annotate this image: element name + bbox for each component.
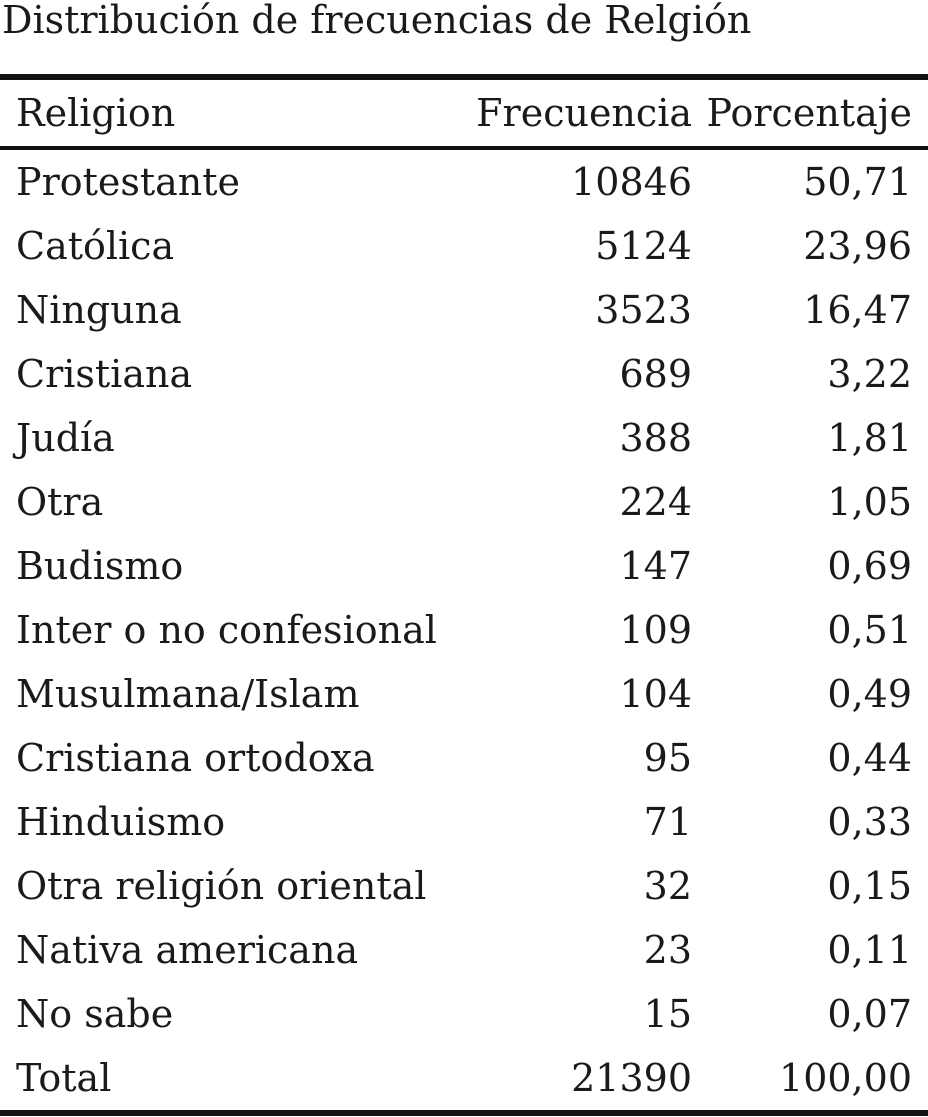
column-header-percent: Porcentaje [706, 91, 912, 135]
percent-cell: 0,51 [827, 608, 912, 652]
percent-cell: 23,96 [803, 224, 912, 268]
table-row: Budismo 147 0,69 [0, 534, 928, 598]
column-header-religion: Religion [16, 91, 176, 135]
frequency-cell: 21390 [571, 1056, 692, 1100]
table-row: Judía 388 1,81 [0, 406, 928, 470]
religion-cell: Budismo [16, 544, 184, 588]
percent-cell: 3,22 [827, 352, 912, 396]
table-header: Religion Frecuencia Porcentaje [0, 77, 928, 148]
table-row: Otra religión oriental 32 0,15 [0, 854, 928, 918]
percent-cell: 0,07 [827, 992, 912, 1036]
total-row: Total 21390 100,00 [0, 1046, 928, 1113]
religion-cell: Musulmana/Islam [16, 672, 360, 716]
religion-cell: Cristiana [16, 352, 193, 396]
frequency-cell: 147 [619, 544, 692, 588]
religion-cell: Otra religión oriental [16, 864, 427, 908]
religion-cell: Otra [16, 480, 104, 524]
table-title: Distribución de frecuencias de Relgión [2, 0, 752, 42]
percent-cell: 100,00 [779, 1056, 912, 1100]
religion-cell: No sabe [16, 992, 174, 1036]
table-row: Protestante 10846 50,71 [0, 148, 928, 214]
frequency-cell: 3523 [595, 288, 692, 332]
frequency-cell: 15 [643, 992, 692, 1036]
table-row: No sabe 15 0,07 [0, 982, 928, 1046]
table-row: Inter o no confesional 109 0,51 [0, 598, 928, 662]
table-row: Ninguna 3523 16,47 [0, 278, 928, 342]
table-row: Otra 224 1,05 [0, 470, 928, 534]
percent-cell: 0,15 [827, 864, 912, 908]
frequency-cell: 5124 [595, 224, 692, 268]
table-body: Protestante 10846 50,71 Católica 5124 23,96 Ni… [0, 148, 928, 1113]
frequency-cell: 71 [643, 800, 692, 844]
frequency-cell: 10846 [571, 160, 692, 204]
percent-cell: 50,71 [803, 160, 912, 204]
percent-cell: 1,05 [827, 480, 912, 524]
frequency-cell: 388 [619, 416, 692, 460]
percent-cell: 0,44 [827, 736, 912, 780]
table-row: Cristiana 689 3,22 [0, 342, 928, 406]
percent-cell: 1,81 [827, 416, 912, 460]
religion-cell: Nativa americana [16, 928, 359, 972]
percent-cell: 0,33 [827, 800, 912, 844]
religion-cell: Judía [16, 416, 115, 460]
percent-cell: 0,49 [827, 672, 912, 716]
frequency-cell: 23 [643, 928, 692, 972]
table-row: Católica 5124 23,96 [0, 214, 928, 278]
percent-cell: 0,11 [827, 928, 912, 972]
religion-cell: Ninguna [16, 288, 182, 332]
frequency-cell: 95 [643, 736, 692, 780]
frequency-cell: 224 [619, 480, 692, 524]
frequency-cell: 32 [643, 864, 692, 908]
table-row: Cristiana ortodoxa 95 0,44 [0, 726, 928, 790]
percent-cell: 16,47 [803, 288, 912, 332]
frequency-cell: 689 [619, 352, 692, 396]
table-row: Hinduismo 71 0,33 [0, 790, 928, 854]
table-row: Musulmana/Islam 104 0,49 [0, 662, 928, 726]
religion-cell: Cristiana ortodoxa [16, 736, 375, 780]
religion-cell: Hinduismo [16, 800, 226, 844]
percent-cell: 0,69 [827, 544, 912, 588]
religion-cell: Protestante [16, 160, 241, 204]
frequency-cell: 109 [619, 608, 692, 652]
religion-cell: Inter o no confesional [16, 608, 437, 652]
frequency-table: Religion Frecuencia Porcentaje Protestan… [0, 74, 928, 1116]
table-row: Nativa americana 23 0,11 [0, 918, 928, 982]
religion-cell: Total [16, 1056, 112, 1100]
header-row: Religion Frecuencia Porcentaje [0, 77, 928, 148]
religion-cell: Católica [16, 224, 175, 268]
frequency-cell: 104 [619, 672, 692, 716]
column-header-frequency: Frecuencia [476, 91, 692, 135]
